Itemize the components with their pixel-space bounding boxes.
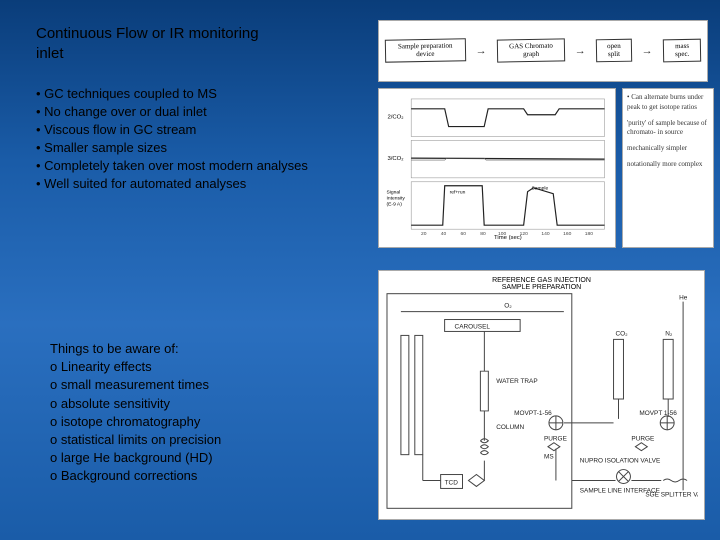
aware-title: Things to be aware of: (50, 340, 350, 358)
figure-schematic: REFERENCE GAS INJECTION SAMPLE PREPARATI… (378, 270, 705, 520)
bullet-item: • Well suited for automated analyses (36, 175, 336, 193)
svg-text:SGE SPLITTER VALVE: SGE SPLITTER VALVE (645, 491, 698, 498)
svg-text:140: 140 (541, 231, 549, 237)
bullet-item: • Completely taken over most modern anal… (36, 157, 336, 175)
handnote-item: notationally more complex (627, 160, 709, 170)
schematic-title: REFERENCE GAS INJECTION SAMPLE PREPARATI… (385, 277, 698, 291)
svg-text:Intensity: Intensity (387, 196, 406, 202)
chart-svg: 2/CO₂ 3/CO₂ Signal Intensity (E-9 A) ref… (385, 95, 609, 241)
handnote-item: • Can alternate burns under peak to get … (627, 93, 709, 113)
sketch-box: Sample preparation device (385, 39, 466, 64)
bullet-list: • GC techniques coupled to MS • No chang… (36, 85, 336, 194)
svg-text:2/CO₂: 2/CO₂ (388, 115, 404, 121)
svg-text:MOVPT-1-56: MOVPT-1-56 (514, 410, 552, 417)
sketch-box: GAS Chromato graph (496, 39, 565, 64)
bullet-item: • GC techniques coupled to MS (36, 85, 336, 103)
svg-text:80: 80 (480, 231, 486, 237)
svg-text:Sample: Sample (532, 186, 549, 192)
svg-text:3/CO₂: 3/CO₂ (388, 156, 404, 162)
svg-text:ref+run: ref+run (450, 190, 466, 196)
svg-text:WATER TRAP: WATER TRAP (496, 378, 537, 385)
figure-handnotes: • Can alternate burns under peak to get … (622, 88, 714, 248)
aware-item: o Background corrections (50, 467, 350, 485)
arrow-icon: → (476, 45, 487, 57)
slide-title: Continuous Flow or IR monitoring inlet (36, 24, 336, 65)
aware-item: o large He background (HD) (50, 449, 350, 467)
aware-list: Things to be aware of: o Linearity effec… (50, 340, 350, 486)
handnote-item: mechanically simpler (627, 144, 709, 154)
svg-text:MOVPT 1-56: MOVPT 1-56 (639, 410, 677, 417)
svg-text:CAROUSEL: CAROUSEL (455, 323, 491, 330)
handnote-item: 'purity' of sample because of chromato- … (627, 119, 709, 139)
svg-text:TCD: TCD (445, 479, 459, 486)
svg-text:PURGE: PURGE (631, 436, 655, 443)
svg-text:40: 40 (441, 231, 447, 237)
bullet-item: • No change over or dual inlet (36, 103, 336, 121)
title-line1: Continuous Flow or IR monitoring (36, 25, 259, 42)
svg-text:20: 20 (421, 231, 427, 237)
svg-text:COLUMN: COLUMN (496, 424, 524, 431)
sketch-box: mass spec. (662, 39, 701, 63)
svg-text:100: 100 (498, 231, 506, 237)
svg-text:(E-9 A): (E-9 A) (387, 201, 403, 207)
svg-text:120: 120 (520, 231, 528, 237)
sketch-box: open split (596, 39, 632, 63)
bullet-item: • Viscous flow in GC stream (36, 121, 336, 139)
schematic-svg: He O₂ CAROUSEL WATER TRAP COLUMN TCD (385, 291, 698, 511)
svg-text:O₂: O₂ (504, 303, 512, 310)
aware-item: o small measurement times (50, 376, 350, 394)
svg-text:N₂: N₂ (665, 330, 673, 337)
svg-text:60: 60 (461, 231, 467, 237)
arrow-icon: → (575, 45, 586, 57)
figure-sketch: Sample preparation device → GAS Chromato… (378, 20, 708, 82)
svg-text:180: 180 (585, 231, 593, 237)
svg-text:He: He (679, 295, 688, 302)
svg-text:NUPRO ISOLATION VALVE: NUPRO ISOLATION VALVE (580, 458, 661, 465)
aware-item: o absolute sensitivity (50, 395, 350, 413)
svg-text:160: 160 (563, 231, 571, 237)
svg-text:Signal: Signal (387, 190, 401, 196)
arrow-icon: → (642, 45, 653, 57)
aware-item: o isotope chromatography (50, 413, 350, 431)
figure-chart: 2/CO₂ 3/CO₂ Signal Intensity (E-9 A) ref… (378, 88, 616, 248)
title-line2: inlet (36, 45, 64, 62)
svg-text:MS: MS (544, 454, 554, 461)
aware-item: o Linearity effects (50, 358, 350, 376)
aware-item: o statistical limits on precision (50, 431, 350, 449)
bullet-item: • Smaller sample sizes (36, 139, 336, 157)
slide-root: Continuous Flow or IR monitoring inlet •… (0, 0, 720, 540)
svg-text:CO₂: CO₂ (616, 330, 629, 337)
svg-text:PURGE: PURGE (544, 436, 568, 443)
